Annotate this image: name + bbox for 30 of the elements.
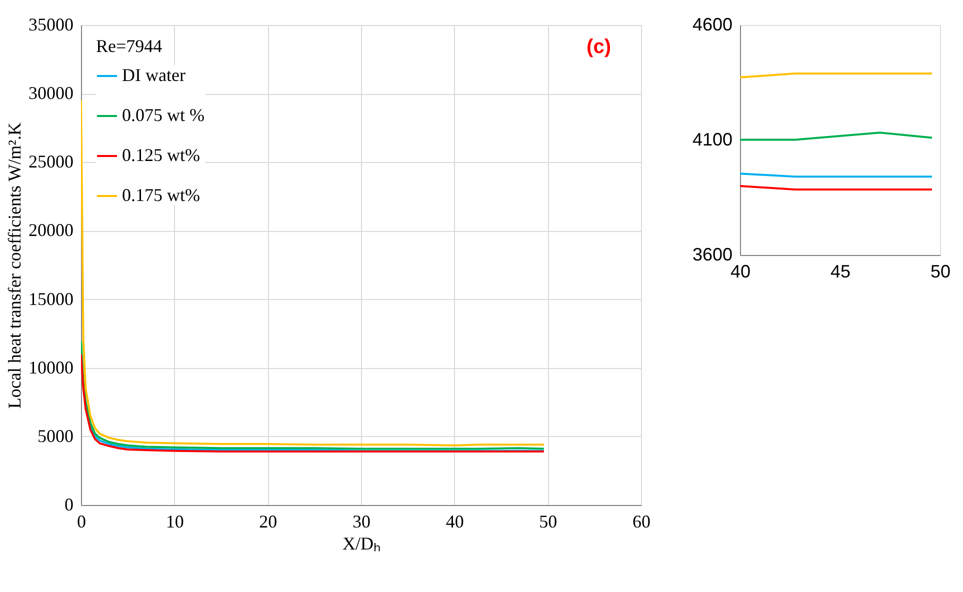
legend-label: DI water xyxy=(122,65,186,85)
y-tick-label: 4100 xyxy=(692,130,732,150)
annotation: (c) xyxy=(586,36,611,58)
y-tick-label: 35000 xyxy=(28,14,74,34)
y-tick-label: 20000 xyxy=(28,220,74,240)
x-tick-label: 50 xyxy=(930,262,951,282)
y-axis-title: Local heat transfer coefficients W/m².K xyxy=(4,122,24,409)
x-tick-label: 60 xyxy=(632,512,650,532)
y-tick-label: 30000 xyxy=(28,83,74,104)
x-tick-label: 30 xyxy=(352,512,370,532)
x-axis-title: X/Dₕ xyxy=(342,534,380,554)
x-tick-label: 0 xyxy=(77,512,86,532)
x-tick-label: 10 xyxy=(166,512,184,532)
y-tick-label: 25000 xyxy=(28,152,74,172)
y-tick-label: 3600 xyxy=(692,244,732,264)
x-tick-label: 20 xyxy=(259,512,278,532)
y-tick-label: 4600 xyxy=(692,14,732,34)
legend-label: 0.075 wt % xyxy=(122,105,204,125)
x-tick-label: 40 xyxy=(730,262,751,282)
x-tick-label: 40 xyxy=(446,512,464,532)
annotation: Re=7944 xyxy=(96,36,162,56)
x-tick-label: 45 xyxy=(830,262,851,282)
y-tick-label: 10000 xyxy=(28,357,74,378)
x-tick-label: 50 xyxy=(539,512,558,532)
y-tick-label: 5000 xyxy=(38,426,74,446)
y-tick-label: 15000 xyxy=(28,288,74,309)
legend-label: 0.175 wt% xyxy=(122,185,200,205)
y-tick-label: 0 xyxy=(64,494,74,514)
line-series xyxy=(81,99,545,446)
legend-label: 0.125 wt% xyxy=(122,145,200,165)
